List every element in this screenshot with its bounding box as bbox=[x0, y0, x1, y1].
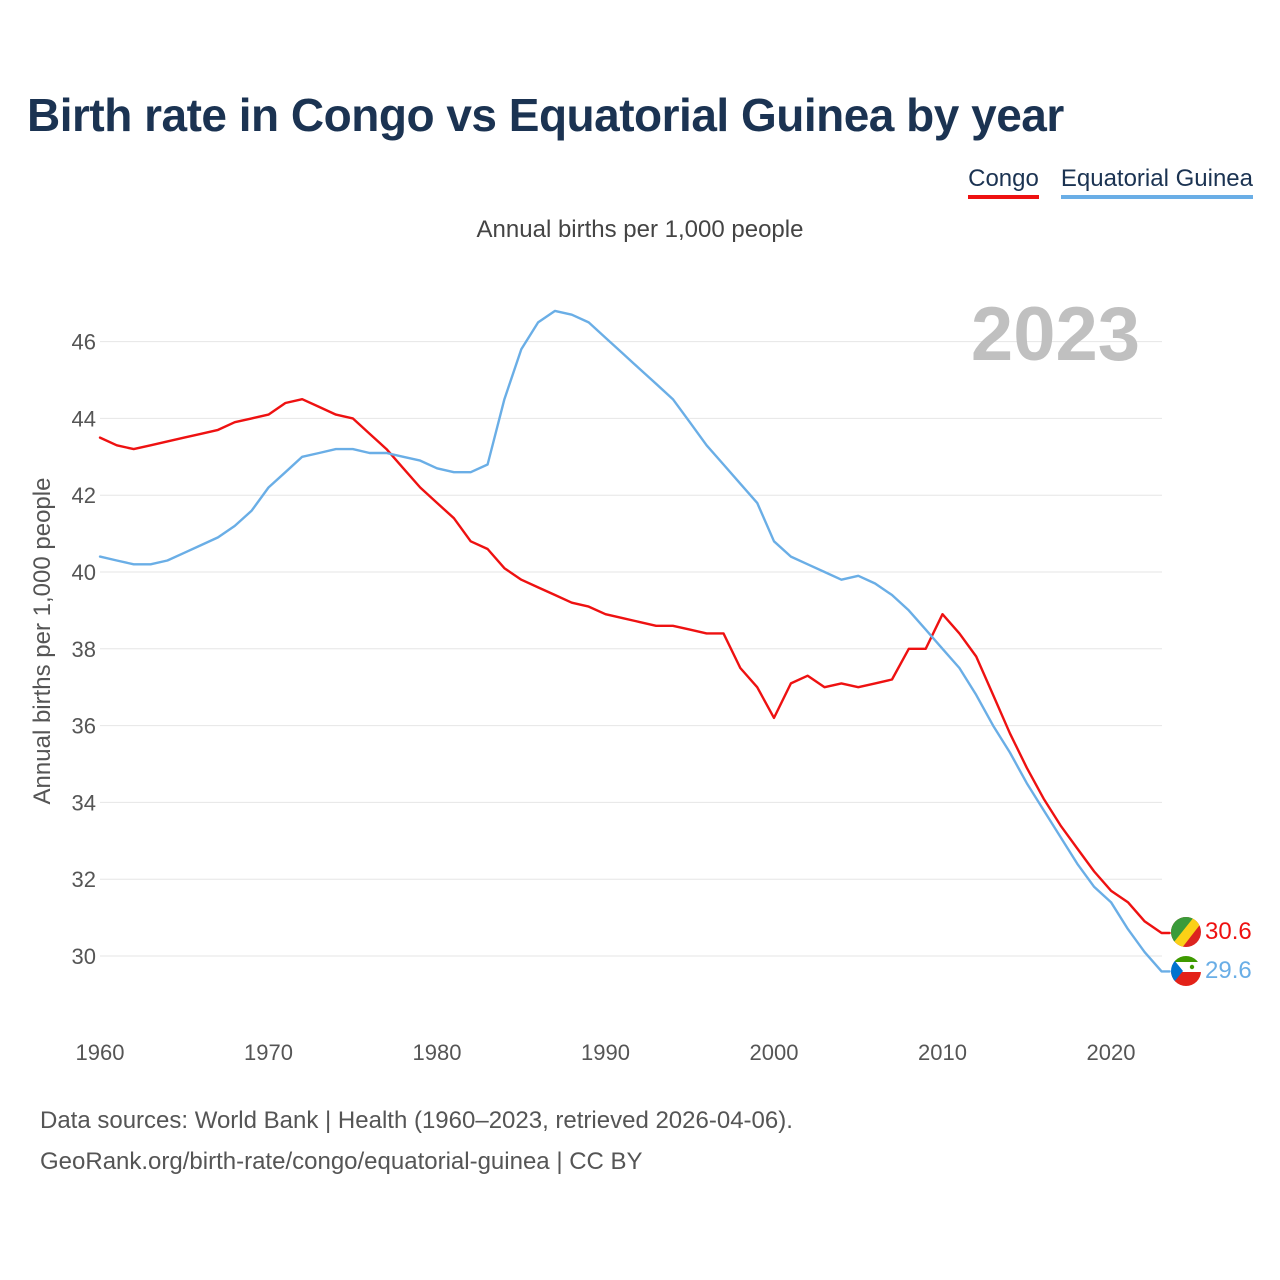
line-chart: 2023 30 32 34 36 38 40 42 44 46 1960 1970 1980 1990… bbox=[29, 292, 1252, 1065]
x-tick-label: 2000 bbox=[750, 1040, 799, 1065]
gridlines bbox=[100, 341, 1162, 957]
series-line-equatorial-guinea bbox=[98, 309, 1171, 973]
legend-item-congo[interactable]: Congo bbox=[968, 165, 1039, 199]
y-tick-label: 40 bbox=[72, 560, 96, 585]
y-axis-ticks: 30 32 34 36 38 40 42 44 46 bbox=[72, 330, 96, 969]
year-label: 2023 bbox=[971, 292, 1140, 377]
y-axis-label: Annual births per 1,000 people bbox=[29, 478, 56, 805]
x-axis-ticks: 1960 1970 1980 1990 2000 2010 2020 bbox=[76, 1040, 1136, 1065]
y-tick-label: 36 bbox=[72, 714, 96, 739]
x-tick-label: 1990 bbox=[581, 1040, 630, 1065]
footer-sources: Data sources: World Bank | Health (1960–… bbox=[40, 1107, 793, 1134]
y-tick-label: 32 bbox=[72, 867, 96, 892]
chart-subtitle: Annual births per 1,000 people bbox=[476, 216, 804, 243]
equatorial-guinea-flag-icon bbox=[1171, 956, 1201, 986]
end-value-equatorial-guinea: 29.6 bbox=[1205, 957, 1252, 984]
y-tick-label: 34 bbox=[72, 790, 96, 815]
y-tick-label: 42 bbox=[72, 483, 96, 508]
legend-item-equatorial-guinea[interactable]: Equatorial Guinea bbox=[1060, 165, 1253, 199]
x-tick-label: 2010 bbox=[918, 1040, 967, 1065]
x-tick-label: 1980 bbox=[413, 1040, 462, 1065]
x-tick-label: 2020 bbox=[1087, 1040, 1136, 1065]
y-tick-label: 30 bbox=[72, 944, 96, 969]
end-value-congo: 30.6 bbox=[1205, 918, 1252, 945]
x-tick-label: 1960 bbox=[76, 1040, 125, 1065]
legend: Congo Equatorial Guinea bbox=[968, 165, 1253, 199]
y-tick-label: 46 bbox=[72, 330, 96, 355]
y-tick-label: 38 bbox=[72, 637, 96, 662]
y-tick-label: 44 bbox=[72, 406, 96, 431]
footer-link[interactable]: GeoRank.org/birth-rate/congo/equatorial-… bbox=[40, 1148, 643, 1175]
series-line-congo bbox=[98, 398, 1171, 935]
x-tick-label: 1970 bbox=[244, 1040, 293, 1065]
series-lines bbox=[98, 309, 1171, 973]
chart-title: Birth rate in Congo vs Equatorial Guinea… bbox=[27, 89, 1064, 141]
congo-flag-icon bbox=[1171, 917, 1201, 947]
